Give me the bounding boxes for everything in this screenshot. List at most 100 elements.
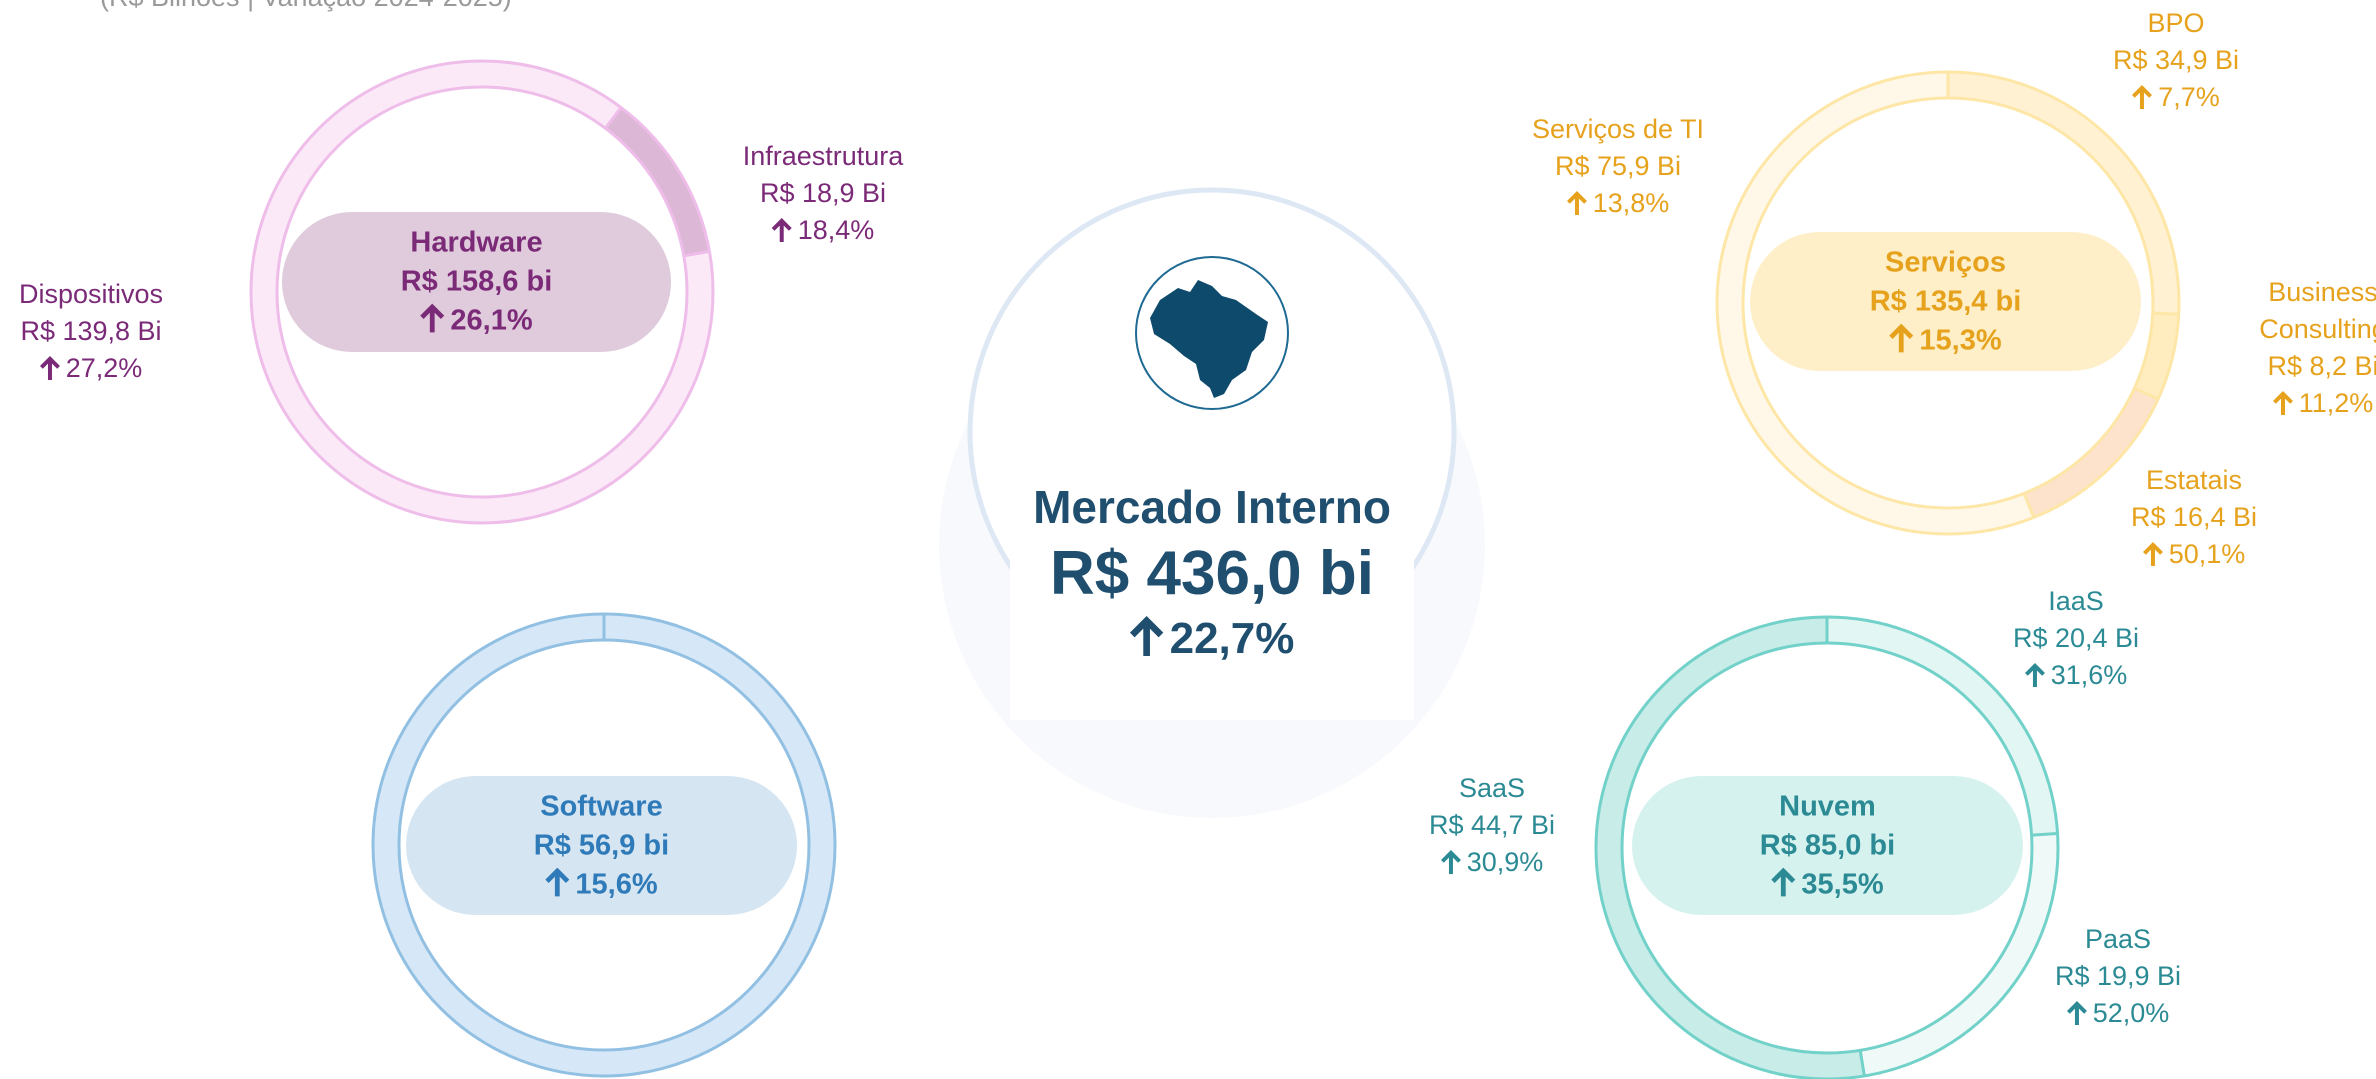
category-growth-label: 31,6% [2050, 660, 2128, 690]
arrow-shape [1440, 850, 1461, 874]
segment-title: Serviços [1885, 246, 2006, 278]
arrow-shape [39, 356, 60, 380]
segment-total: R$ 135,4 bi [1869, 285, 2022, 317]
pill-label: Software R$ 56,9 bi 15,6% [534, 787, 669, 904]
arrow-shape [1566, 191, 1587, 215]
arrow-icon [2024, 663, 2045, 687]
pill [406, 776, 797, 915]
segment-divider [683, 249, 710, 258]
category-value: R$ 20,4 Bi [2012, 623, 2140, 653]
arrow-icon [1771, 867, 1796, 896]
arrow-shape [2142, 542, 2163, 566]
ring-segment [251, 61, 713, 523]
category-value: R$ 44,7 Bi [1428, 810, 1556, 840]
segment-total: R$ 56,9 bi [533, 829, 670, 861]
pill-label: Hardware R$ 158,6 bi 26,1% [401, 224, 553, 341]
category-name: Business Consulting [2259, 277, 2376, 344]
ring-segment [605, 107, 710, 257]
category-label: PaaS R$ 19,9 Bi 52,0% [2055, 921, 2181, 1032]
arrow-shape [2066, 1001, 2087, 1025]
category-growth: 50,1% [2131, 536, 2257, 573]
arrow-shape [771, 218, 792, 242]
category-label: Infraestrutura R$ 18,9 Bi 18,4% [743, 138, 904, 249]
ring-segment [1717, 72, 2034, 534]
ring-segment [1860, 833, 2058, 1076]
category-label: Dispositivos R$ 139,8 Bi 27,2% [19, 276, 163, 387]
segment-divider [604, 106, 623, 130]
category-value: R$ 18,9 Bi [759, 178, 887, 208]
category-growth: 7,7% [2113, 79, 2239, 116]
arrow-icon [420, 303, 445, 333]
category-label: Serviços de TI R$ 75,9 Bi 13,8% [1532, 111, 1704, 222]
category-label: IaaS R$ 20,4 Bi 31,6% [2013, 583, 2139, 694]
segment-total: R$ 158,6 bi [400, 265, 553, 298]
arrow-icon [2132, 85, 2153, 109]
category-growth-label: 27,2% [65, 353, 143, 383]
segment-growth-label: 15,3% [1919, 324, 2002, 356]
arrow-icon [771, 218, 792, 242]
center-growth: 22,7% [1129, 614, 1295, 664]
segment-divider [2152, 311, 2179, 316]
category-growth-label: 52,0% [2092, 998, 2170, 1028]
category-growth-label: 11,2% [2298, 388, 2374, 418]
arrow-icon [1440, 850, 1461, 874]
arrow-icon [1566, 191, 1587, 215]
segment-growth: 26,1% [401, 302, 553, 341]
category-name: Infraestrutura [742, 141, 904, 171]
arrow-shape [2024, 663, 2045, 687]
category-growth-label: 7,7% [2158, 82, 2220, 112]
category-label: Business Consulting R$ 8,2 Bi 11,2% [2248, 274, 2376, 422]
category-growth-label: 13,8% [1592, 188, 1670, 218]
arrow-shape [545, 867, 570, 896]
category-value: R$ 16,4 Bi [2130, 502, 2258, 532]
category-growth: 31,6% [2013, 657, 2139, 694]
segment-title: Software [540, 790, 663, 822]
pill [1750, 232, 2141, 371]
segment-growth-label: 26,1% [450, 304, 533, 337]
category-growth-label: 50,1% [2168, 539, 2246, 569]
category-label: Estatais R$ 16,4 Bi 50,1% [2131, 462, 2257, 573]
segment-divider [2133, 386, 2159, 401]
category-value: R$ 75,9 Bi [1554, 151, 1682, 181]
category-name: SaaS [1458, 773, 1526, 803]
segment-growth: 35,5% [1760, 865, 1895, 904]
category-growth-label: 18,4% [797, 215, 875, 245]
category-value: R$ 139,8 Bi [20, 316, 162, 346]
pill [1632, 776, 2023, 915]
category-label: SaaS R$ 44,7 Bi 30,9% [1429, 770, 1555, 881]
segment-divider [1858, 1050, 1866, 1077]
category-name: Dispositivos [18, 279, 164, 309]
ring-inner [275, 85, 689, 499]
arrow-shape [2132, 85, 2153, 109]
pill [282, 212, 671, 352]
segment-title: Nuvem [1779, 790, 1876, 822]
category-name: IaaS [2048, 586, 2104, 616]
arrow-icon [39, 356, 60, 380]
category-label: BPO R$ 34,9 Bi 7,7% [2113, 5, 2239, 116]
ring-segment [1947, 72, 2179, 315]
category-growth: 52,0% [2055, 995, 2181, 1032]
arrow-shape [2272, 391, 2293, 415]
category-value: R$ 8,2 Bi [2267, 351, 2376, 381]
arrow-icon [2142, 542, 2163, 566]
category-name: PaaS [2084, 924, 2152, 954]
category-growth: 30,9% [1429, 844, 1555, 881]
category-growth: 18,4% [743, 212, 904, 249]
category-growth: 13,8% [1532, 185, 1704, 222]
arrow-icon [2272, 391, 2293, 415]
category-growth-label: 30,9% [1466, 847, 1544, 877]
arrow-shape [420, 303, 445, 333]
center-panel [1010, 420, 1414, 720]
ring-segment [1595, 617, 1865, 1079]
category-growth: 11,2% [2248, 385, 2376, 422]
pill-label: Serviços R$ 135,4 bi 15,3% [1870, 243, 2022, 360]
category-value: R$ 34,9 Bi [2112, 45, 2240, 75]
brazil-map [1150, 280, 1268, 398]
category-name: BPO [2147, 8, 2205, 38]
segment-growth-label: 35,5% [1801, 868, 1884, 900]
arrow-icon [1889, 323, 1914, 352]
center-growth-label: 22,7% [1169, 614, 1295, 663]
category-growth: 27,2% [19, 350, 163, 387]
ring-segment [2023, 388, 2159, 518]
